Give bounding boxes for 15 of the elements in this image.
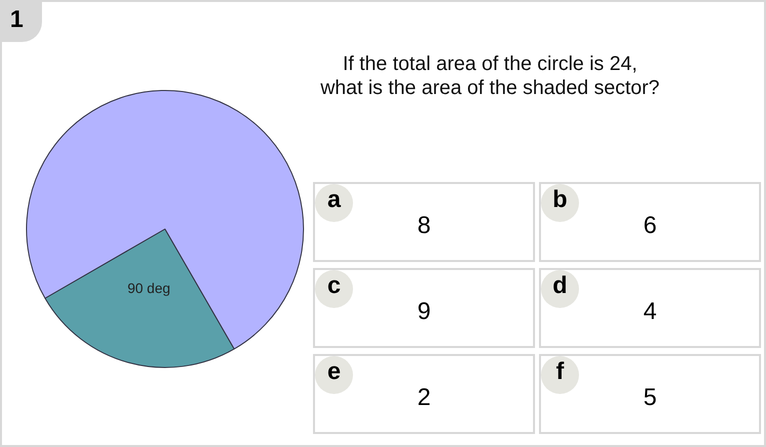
text: 9 <box>416 298 432 326</box>
text: 5 <box>642 384 658 412</box>
text: 4 <box>642 298 658 326</box>
text: b <box>541 184 579 222</box>
text: c <box>315 270 353 308</box>
slice-label: 90 deg <box>127 280 170 296</box>
text: d <box>541 270 579 308</box>
text: 6 <box>642 212 658 240</box>
text: e <box>315 356 353 394</box>
text: 2 <box>416 384 432 412</box>
text: f <box>541 356 579 394</box>
text: If the total area of the circle is 24, what is the area of the shaded sector? <box>320 52 660 100</box>
text: 8 <box>416 212 432 240</box>
text: a <box>315 184 353 222</box>
text: 1 <box>2 2 42 42</box>
